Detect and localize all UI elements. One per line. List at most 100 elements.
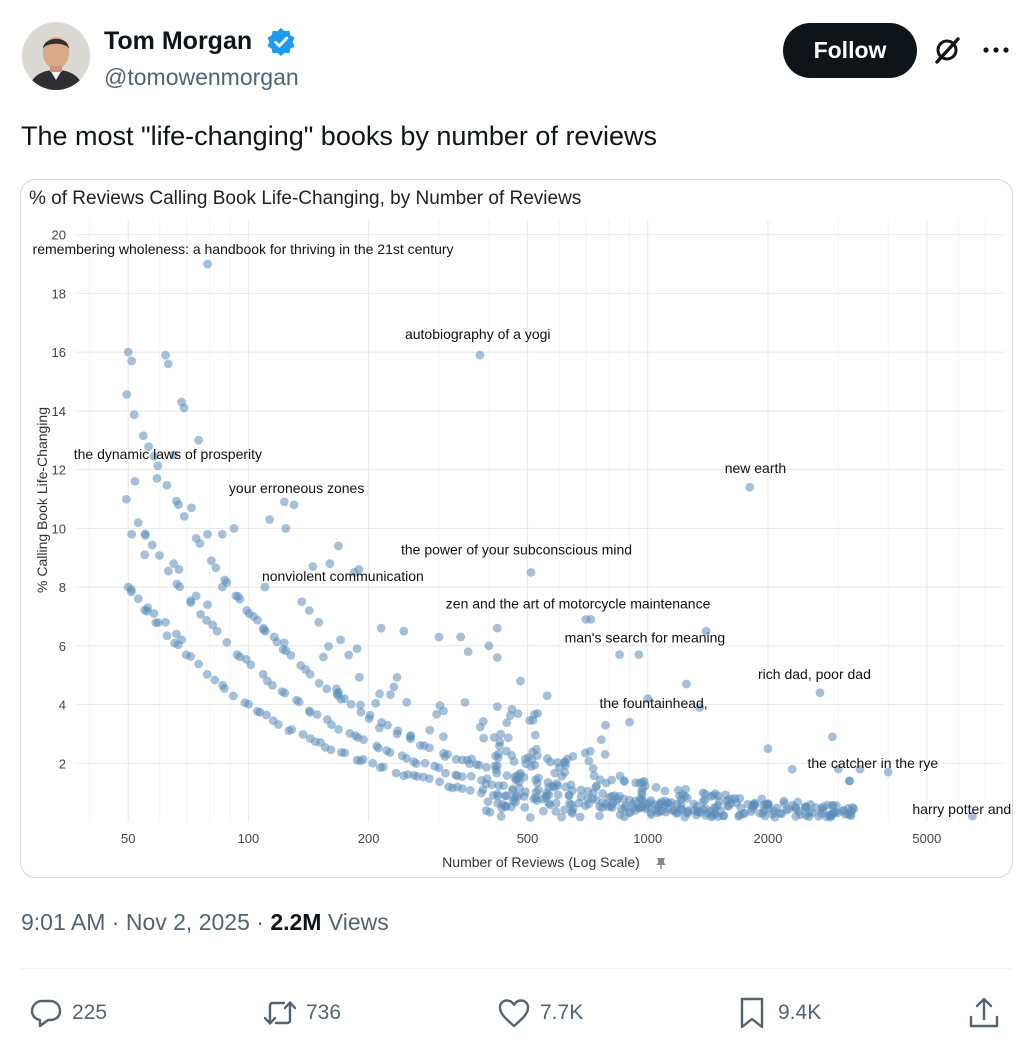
data-point <box>286 650 296 660</box>
like-count: 7.7K <box>540 1001 584 1024</box>
data-point <box>244 699 253 709</box>
data-point <box>340 748 350 758</box>
data-point <box>258 623 268 633</box>
data-point <box>553 757 562 767</box>
data-point <box>305 669 315 679</box>
data-point <box>169 559 179 568</box>
chart-image[interactable]: % of Reviews Calling Book Life-Changing,… <box>20 179 1013 878</box>
data-point <box>187 503 196 513</box>
data-point <box>229 523 239 533</box>
grok-icon[interactable] <box>930 33 964 67</box>
data-point <box>401 753 411 763</box>
repost-button[interactable]: 736 <box>262 991 341 1035</box>
data-point <box>344 650 354 660</box>
data-point <box>600 749 610 759</box>
tweet-time[interactable]: 9:01 AM <box>21 909 106 935</box>
data-point <box>646 796 656 806</box>
verified-badge-icon <box>266 27 296 57</box>
data-point <box>520 802 530 812</box>
data-point <box>568 751 578 761</box>
data-point <box>758 808 768 818</box>
y-axis-ticks: 2 4 6 8 10 12 14 16 18 20 <box>52 228 66 772</box>
data-point <box>660 786 670 796</box>
data-point <box>326 745 336 755</box>
data-point <box>845 776 854 786</box>
data-point <box>811 803 821 812</box>
data-point <box>502 718 512 728</box>
data-point <box>643 694 653 704</box>
x-axis-ticks: 50 100 200 500 1000 2000 5000 <box>121 831 941 846</box>
y-tick-label: 6 <box>59 639 66 654</box>
data-point <box>586 614 596 624</box>
like-button[interactable]: 7.7K <box>496 991 583 1035</box>
data-point <box>457 772 467 782</box>
data-point <box>324 642 333 651</box>
data-point <box>545 800 555 810</box>
data-point <box>710 809 720 819</box>
share-button[interactable] <box>966 991 1010 1035</box>
data-point <box>186 598 196 607</box>
data-point <box>297 597 307 607</box>
data-point <box>485 807 495 817</box>
data-point <box>280 688 290 698</box>
data-point <box>334 724 343 734</box>
data-point <box>211 563 221 573</box>
bookmark-button[interactable]: 9.4K <box>734 991 821 1035</box>
data-point <box>492 623 502 633</box>
data-point <box>169 450 179 460</box>
y-tick-label: 8 <box>59 580 66 595</box>
avatar[interactable] <box>22 22 90 90</box>
data-point <box>607 803 617 812</box>
tweet-date[interactable]: Nov 2, 2025 <box>125 909 250 935</box>
data-point <box>503 733 513 743</box>
data-point <box>269 632 279 642</box>
x-tick-label: 200 <box>358 831 380 846</box>
data-point <box>440 752 450 761</box>
reply-button[interactable]: 225 <box>28 991 107 1035</box>
data-point <box>695 808 705 817</box>
data-point <box>439 706 448 716</box>
data-point <box>597 803 607 813</box>
data-points <box>121 259 977 822</box>
data-point <box>258 669 268 679</box>
data-point <box>634 650 644 660</box>
data-point <box>222 638 232 647</box>
data-point <box>855 764 865 774</box>
data-point <box>457 784 467 794</box>
follow-button[interactable]: Follow <box>783 23 917 78</box>
data-point <box>722 796 732 806</box>
data-point <box>557 771 567 781</box>
data-point <box>177 635 186 645</box>
data-point <box>373 743 383 753</box>
data-point <box>576 792 586 802</box>
data-point <box>483 797 493 807</box>
data-point <box>365 710 375 720</box>
y-tick-label: 12 <box>52 463 66 478</box>
data-point <box>147 540 157 550</box>
pin-icon <box>656 858 666 869</box>
data-point <box>202 669 212 679</box>
data-point <box>420 758 430 768</box>
data-point <box>140 529 150 539</box>
data-point <box>625 717 634 727</box>
data-point <box>553 790 563 800</box>
data-point <box>194 435 203 445</box>
data-point <box>354 565 364 574</box>
data-point <box>833 764 843 774</box>
data-point <box>763 744 773 753</box>
author-name[interactable]: Tom Morgan <box>104 27 253 55</box>
point-label: man's search for meaning <box>565 630 726 646</box>
data-point <box>542 691 552 701</box>
author-handle[interactable]: @tomowenmorgan <box>104 64 299 90</box>
data-point <box>463 647 473 657</box>
data-point <box>490 761 500 771</box>
data-point <box>507 704 517 714</box>
more-options-icon[interactable] <box>980 34 1012 66</box>
data-point <box>195 539 205 548</box>
data-point <box>152 474 162 483</box>
data-point <box>509 757 519 766</box>
data-point <box>791 802 800 812</box>
data-point <box>179 403 189 413</box>
data-point <box>376 623 386 633</box>
data-point <box>526 813 535 822</box>
